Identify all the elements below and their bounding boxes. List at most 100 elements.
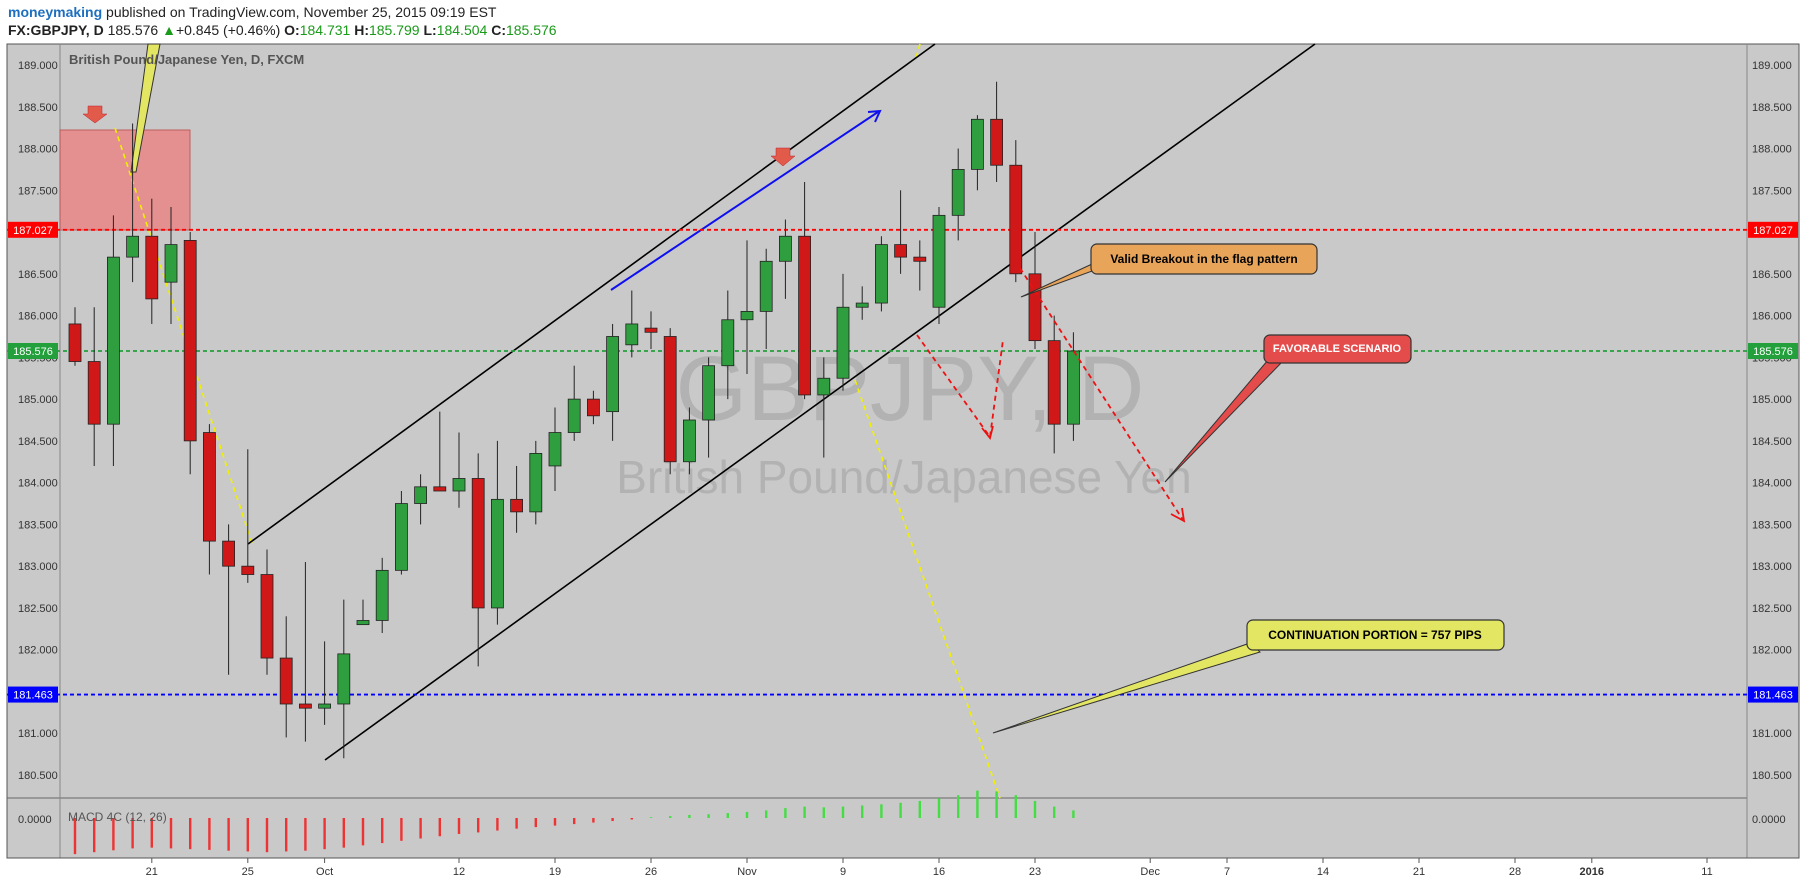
macd-bar xyxy=(899,802,902,818)
close-value: 185.576 xyxy=(505,22,557,38)
y-tick-label-left: 184.000 xyxy=(18,478,58,490)
blue-flagpole-line xyxy=(610,111,879,291)
channel-upper-line xyxy=(247,43,936,545)
y-tick-label-left: 183.000 xyxy=(18,561,58,573)
chart-title: British Pound/Japanese Yen, D, FXCM xyxy=(69,52,304,67)
symbol-label[interactable]: FX:GBPJPY, D xyxy=(8,22,104,38)
scenario-callout-box[interactable] xyxy=(1263,334,1412,364)
macd-bar xyxy=(515,818,518,829)
y-tick-label-left: 182.000 xyxy=(18,645,58,657)
header-line-2: FX:GBPJPY, D 185.576 ▲+0.845 (+0.46%) O:… xyxy=(8,22,557,38)
level-badge-left xyxy=(8,686,58,703)
candle-down xyxy=(279,657,293,705)
candle-up xyxy=(951,169,965,216)
candle-down xyxy=(510,498,524,513)
low-label: L: xyxy=(423,22,437,38)
published-text: published on TradingView.com, November 2… xyxy=(106,4,497,20)
macd-bar xyxy=(189,818,192,850)
macd-bar xyxy=(131,818,134,849)
y-tick-label-right: 184.500 xyxy=(1752,436,1792,448)
x-tick-label: 2016 xyxy=(1580,866,1604,878)
macd-bar xyxy=(976,790,979,818)
x-tick-label: 12 xyxy=(453,866,465,878)
price-change: +0.845 (+0.46%) xyxy=(175,22,281,38)
macd-bar xyxy=(553,818,557,826)
candle-up xyxy=(394,503,408,571)
level-badge-label-left: 181.463 xyxy=(13,690,53,702)
candle-down xyxy=(68,323,82,362)
watermark-name: British Pound/Japanese Yen xyxy=(616,451,1191,503)
candle-up xyxy=(875,244,888,304)
candle-up xyxy=(1067,350,1080,425)
x-tick-label: 9 xyxy=(840,866,846,878)
y-tick-label-right: 189.000 xyxy=(1752,60,1792,72)
candle-up xyxy=(452,478,466,492)
x-tick-label: 23 xyxy=(1029,866,1041,878)
macd-bar xyxy=(649,817,653,818)
candle-down xyxy=(1009,164,1023,275)
y-tick-label-right: 181.000 xyxy=(1752,728,1792,740)
macd-bar xyxy=(342,818,345,848)
macd-bar xyxy=(208,818,211,850)
horizontal-levels: 187.027 187.027 185.576 185.576 181.463 181.4… xyxy=(7,221,1798,703)
candlesticks xyxy=(68,81,1080,759)
y-tick-label-right: 180.500 xyxy=(1752,770,1792,782)
breakout-callout-box[interactable] xyxy=(1090,243,1318,275)
level-badge-right xyxy=(1748,221,1798,238)
candle-down xyxy=(222,540,236,567)
y-tick-label-left: 188.500 xyxy=(18,102,58,114)
candle-up xyxy=(683,419,696,463)
candle-down xyxy=(145,235,159,300)
level-badge-label-right: 185.576 xyxy=(1753,346,1793,358)
macd-bar xyxy=(419,818,422,839)
macd-bar xyxy=(861,805,864,818)
candle-down xyxy=(587,398,600,417)
macd-label: MACD 4C (12, 26) xyxy=(68,810,167,824)
macd-bar xyxy=(765,810,768,818)
x-tick-label: 28 xyxy=(1509,866,1521,878)
candle-down xyxy=(202,432,216,542)
candle-up xyxy=(740,311,754,321)
x-tick-label: Oct xyxy=(316,866,333,878)
candle-up xyxy=(318,703,332,709)
up-arrow-icon: ▲ xyxy=(162,22,176,38)
macd-bar xyxy=(841,806,845,818)
last-price: 185.576 xyxy=(107,22,159,38)
candle-down xyxy=(298,703,312,709)
candle-up xyxy=(356,620,370,626)
macd-bar xyxy=(669,816,672,818)
macd-bar xyxy=(112,818,115,851)
candle-up xyxy=(414,486,428,504)
level-badge-label-left: 185.576 xyxy=(13,346,53,358)
y-tick-label-left: 186.500 xyxy=(18,269,58,281)
candle-up xyxy=(606,336,619,413)
y-tick-label-right: 182.000 xyxy=(1752,645,1792,657)
candle-up xyxy=(759,260,773,312)
macd-bar xyxy=(150,818,153,848)
y-tick-label-left: 182.500 xyxy=(18,603,58,615)
x-tick-label: 16 xyxy=(933,866,945,878)
macd-bar xyxy=(381,818,384,844)
level-badge-left xyxy=(8,221,58,238)
y-tick-label-right: 188.000 xyxy=(1752,144,1792,156)
header-line-1: moneymaking published on TradingView.com… xyxy=(8,4,496,20)
macd-histogram xyxy=(73,790,1075,855)
x-tick-label: 19 xyxy=(549,866,561,878)
macd-bar xyxy=(285,818,288,852)
macd-bar xyxy=(745,811,749,818)
macd-bar xyxy=(573,818,576,825)
yellow-callout-pointer-top xyxy=(130,43,161,173)
resistance-zone xyxy=(59,129,191,231)
y-tick-label-left: 184.500 xyxy=(18,436,58,448)
macd-bar xyxy=(1072,810,1075,818)
macd-bar xyxy=(361,818,365,846)
y-tick-label-right: 183.500 xyxy=(1752,519,1792,531)
author-link[interactable]: moneymaking xyxy=(8,4,103,20)
continuation-callout-box[interactable] xyxy=(1246,619,1505,651)
macd-bar xyxy=(534,818,537,828)
candle-down xyxy=(894,244,907,258)
candle-up xyxy=(817,377,831,396)
red-arrow-head-icon-1 xyxy=(981,425,994,440)
macd-bar xyxy=(726,813,729,818)
